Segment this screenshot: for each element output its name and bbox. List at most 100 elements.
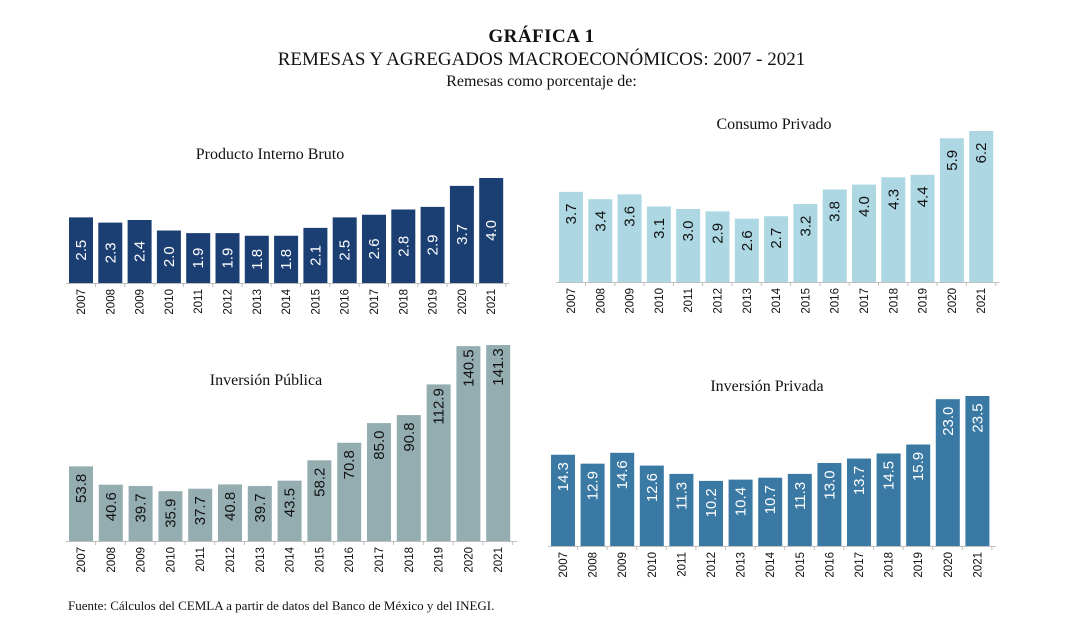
inversion-privada-year-label: 2018: [884, 552, 896, 578]
inversion-publica-bar-2018: [396, 415, 421, 541]
inversion-privada-year-label: 2021: [972, 552, 984, 578]
inversion-publica-bar-2014: [277, 480, 302, 541]
inversion-publica-value-label: 90.8: [401, 422, 418, 451]
producto-interno-bruto-year-label: 2010: [164, 289, 176, 315]
producto-interno-bruto-bar-2010: [156, 230, 181, 283]
producto-interno-bruto-bar-2014: [274, 235, 299, 283]
producto-interno-bruto-value-label: 2.0: [161, 246, 178, 267]
consumo-privado-year-label: 2010: [654, 288, 666, 314]
consumo-privado-value-label: 4.0: [856, 196, 873, 217]
consumo-privado-year-label: 2017: [859, 288, 871, 314]
producto-interno-bruto-value-label: 2.8: [395, 236, 412, 257]
producto-interno-bruto-year-label: 2015: [310, 289, 322, 315]
inversion-publica-title: Inversión Pública: [210, 372, 322, 389]
figure-subtitle: REMESAS Y AGREGADOS MACROECONÓMICOS: 200…: [277, 49, 806, 70]
inversion-publica-value-label: 35.9: [162, 499, 179, 528]
inversion-publica-year-label: 2019: [434, 547, 446, 573]
inversion-publica-value-label: 37.7: [192, 496, 209, 525]
producto-interno-bruto-value-label: 2.3: [102, 242, 119, 263]
consumo-privado-value-label: 6.2: [973, 143, 990, 164]
producto-interno-bruto-value-label: 2.5: [337, 240, 354, 261]
producto-interno-bruto-value-label: 1.9: [190, 248, 207, 269]
consumo-privado-year-label: 2013: [742, 288, 754, 314]
inversion-publica-year-label: 2007: [76, 547, 88, 573]
inversion-privada-value-label: 23.5: [969, 403, 986, 432]
producto-interno-bruto-bar-2018: [391, 209, 416, 283]
producto-interno-bruto-value-label: 1.8: [278, 249, 295, 270]
producto-interno-bruto-bar-2017: [362, 214, 386, 283]
inversion-privada-bar-2020: [935, 399, 960, 546]
consumo-privado-bar-2020: [939, 138, 964, 282]
figure-title: GRÁFICA 1: [488, 26, 595, 47]
inversion-privada-year-label: 2010: [647, 552, 659, 578]
inversion-publica-bar-2007: [69, 466, 93, 541]
producto-interno-bruto-value-label: 3.7: [454, 224, 471, 245]
inversion-publica-year-label: 2008: [106, 547, 118, 573]
inversion-privada-year-label: 2012: [706, 552, 718, 578]
producto-interno-bruto-bar-2019: [420, 206, 445, 283]
consumo-privado-bar-2018: [881, 177, 906, 282]
chart-inversion-privada: Inversión Privada 14.3 2007 12.9 2008 14.6 200…: [548, 378, 996, 578]
inversion-publica-value-label: 53.8: [73, 474, 90, 503]
consumo-privado-bar-2011: [676, 208, 701, 282]
consumo-privado-value-label: 5.9: [944, 150, 961, 171]
inversion-privada-value-label: 11.3: [792, 482, 809, 510]
consumo-privado-year-label: 2014: [771, 287, 783, 313]
inversion-privada-value-label: 14.6: [614, 460, 631, 489]
consumo-privado-year-label: 2012: [713, 288, 725, 314]
producto-interno-bruto-bar-2015: [303, 227, 328, 283]
consumo-privado-bar-2009: [617, 194, 642, 282]
inversion-publica-bar-2009: [128, 485, 153, 541]
inversion-publica-year-label: 2012: [225, 547, 237, 573]
consumo-privado-year-label: 2008: [595, 288, 607, 314]
inversion-privada-year-label: 2014: [765, 551, 777, 577]
producto-interno-bruto-bar-2009: [127, 220, 152, 283]
consumo-privado-bar-2012: [705, 211, 730, 282]
consumo-privado-value-label: 3.6: [622, 206, 639, 227]
inversion-privada-year-label: 2015: [795, 552, 807, 578]
consumo-privado-value-label: 3.1: [651, 218, 668, 239]
inversion-publica-year-label: 2014: [285, 546, 297, 572]
inversion-privada-year-label: 2008: [588, 552, 600, 578]
inversion-privada-year-label: 2007: [558, 552, 570, 578]
consumo-privado-bar-2019: [910, 174, 935, 282]
inversion-privada-value-label: 15.9: [910, 452, 927, 481]
producto-interno-bruto-value-label: 2.9: [425, 235, 442, 256]
producto-interno-bruto-year-label: 2018: [398, 289, 410, 315]
producto-interno-bruto-year-label: 2009: [135, 289, 147, 315]
inversion-privada-year-label: 2019: [913, 552, 925, 578]
producto-interno-bruto-year-label: 2014: [281, 288, 293, 314]
inversion-privada-bar-2019: [906, 444, 931, 546]
figure-caption: Remesas como porcentaje de:: [446, 73, 637, 90]
inversion-privada-value-label: 14.5: [881, 461, 898, 490]
producto-interno-bruto-year-label: 2021: [486, 289, 498, 315]
inversion-publica-bar-2008: [98, 484, 123, 541]
inversion-privada-bar-2010: [639, 465, 664, 546]
inversion-publica-year-label: 2009: [136, 547, 148, 573]
inversion-publica-bar-2019: [426, 384, 451, 541]
inversion-privada-bar-2012: [699, 480, 723, 546]
producto-interno-bruto-year-label: 2008: [105, 289, 117, 315]
inversion-privada-bar-2011: [669, 473, 694, 546]
consumo-privado-bar-2013: [734, 218, 759, 282]
inversion-privada-bar-2013: [728, 479, 753, 546]
consumo-privado-title: Consumo Privado: [716, 116, 831, 133]
consumo-privado-value-label: 2.9: [710, 223, 727, 244]
consumo-privado-value-label: 3.2: [797, 216, 814, 237]
consumo-privado-year-label: 2020: [947, 288, 959, 314]
inversion-publica-value-label: 40.6: [103, 492, 120, 521]
consumo-privado-value-label: 2.7: [768, 228, 785, 249]
consumo-privado-value-label: 3.8: [827, 201, 844, 222]
producto-interno-bruto-title: Producto Interno Bruto: [196, 146, 344, 163]
consumo-privado-year-label: 2015: [800, 288, 812, 314]
producto-interno-bruto-bar-2012: [215, 233, 240, 283]
inversion-privada-year-label: 2011: [676, 552, 688, 577]
inversion-publica-bar-2020: [456, 346, 481, 541]
inversion-publica-year-label: 2013: [255, 547, 267, 573]
chart-consumo-privado: Consumo Privado 3.7 2007 3.4 2008 3.6 2009 3.1 2…: [556, 116, 1000, 314]
consumo-privado-value-label: 4.4: [915, 186, 932, 207]
consumo-privado-value-label: 2.6: [739, 230, 756, 251]
inversion-publica-value-label: 140.5: [460, 349, 477, 387]
producto-interno-bruto-value-label: 2.1: [307, 245, 324, 266]
inversion-privada-value-label: 13.0: [821, 470, 838, 499]
